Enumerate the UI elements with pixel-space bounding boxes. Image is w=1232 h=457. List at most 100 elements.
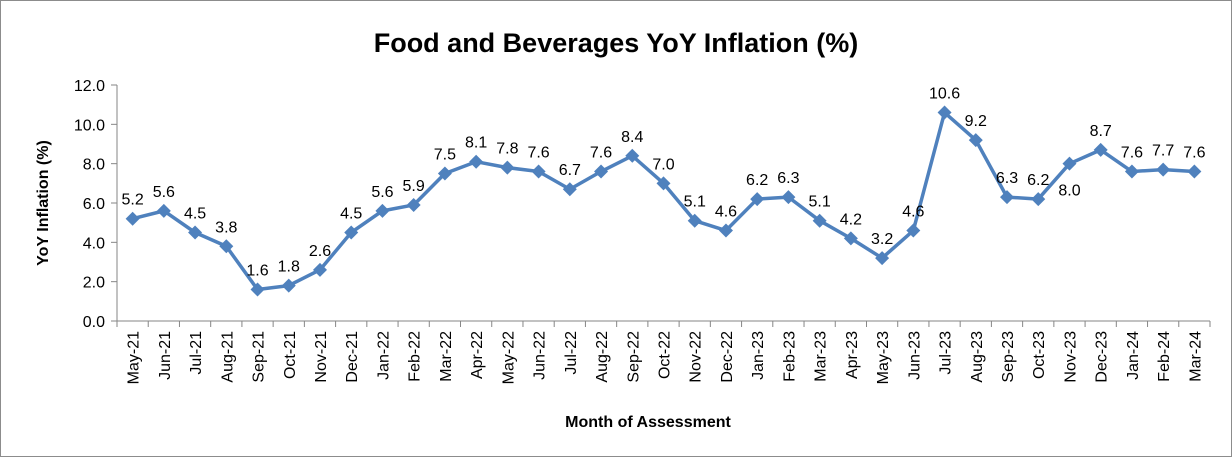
x-tick-label: Jul-23 xyxy=(938,331,955,375)
data-label: 4.6 xyxy=(902,204,924,221)
data-label: 8.1 xyxy=(465,135,487,152)
data-label: 7.7 xyxy=(1152,143,1174,160)
data-point xyxy=(1000,190,1015,205)
x-tick-label: Sep-22 xyxy=(625,331,642,383)
data-label: 5.2 xyxy=(121,192,143,209)
data-label: 5.9 xyxy=(403,178,425,195)
y-tick-label: 4.0 xyxy=(83,235,105,252)
data-point xyxy=(406,197,421,212)
data-label: 7.6 xyxy=(527,145,549,162)
data-label: 7.6 xyxy=(1183,145,1205,162)
y-tick-label: 0.0 xyxy=(83,314,105,331)
y-tick-label: 12.0 xyxy=(74,78,105,95)
data-label: 4.5 xyxy=(184,206,206,223)
data-point xyxy=(437,166,452,181)
data-point xyxy=(687,213,702,228)
data-point xyxy=(750,192,765,207)
data-point xyxy=(1062,156,1077,171)
data-point xyxy=(1156,162,1171,177)
data-point xyxy=(500,160,515,175)
data-point xyxy=(875,251,890,266)
x-tick-label: Dec-23 xyxy=(1094,331,1111,383)
data-label: 5.1 xyxy=(684,194,706,211)
data-label: 1.6 xyxy=(246,263,268,280)
data-label: 7.0 xyxy=(652,156,674,173)
data-point xyxy=(781,190,796,205)
data-point xyxy=(594,164,609,179)
data-point xyxy=(188,225,203,240)
x-tick-label: Aug-23 xyxy=(969,331,986,383)
y-tick-label: 8.0 xyxy=(83,157,105,174)
data-point xyxy=(1124,164,1139,179)
x-tick-label: Apr-23 xyxy=(844,331,861,379)
x-tick-label: May-23 xyxy=(875,331,892,384)
data-point xyxy=(812,213,827,228)
x-tick-label: May-21 xyxy=(126,331,143,384)
y-tick-label: 10.0 xyxy=(74,117,105,134)
x-tick-label: Oct-22 xyxy=(657,331,674,379)
data-label: 1.8 xyxy=(278,259,300,276)
data-point xyxy=(250,282,265,297)
x-tick-label: Nov-21 xyxy=(313,331,330,383)
data-point xyxy=(375,203,390,218)
data-point xyxy=(312,262,327,277)
data-point xyxy=(906,223,921,238)
y-tick-label: 6.0 xyxy=(83,196,105,213)
x-tick-label: Jul-22 xyxy=(563,331,580,375)
data-point xyxy=(1093,142,1108,157)
x-tick-label: Oct-21 xyxy=(282,331,299,379)
data-label: 8.4 xyxy=(621,129,643,146)
data-label: 3.2 xyxy=(871,231,893,248)
data-point xyxy=(1031,192,1046,207)
data-point xyxy=(1187,164,1202,179)
data-label: 6.3 xyxy=(996,170,1018,187)
data-point xyxy=(843,231,858,246)
x-tick-label: Jun-21 xyxy=(157,331,174,380)
data-label: 2.6 xyxy=(309,243,331,260)
y-tick-label: 2.0 xyxy=(83,275,105,292)
data-label: 6.2 xyxy=(746,172,768,189)
data-label: 4.6 xyxy=(715,204,737,221)
data-point xyxy=(937,105,952,120)
data-point xyxy=(968,133,983,148)
data-label: 6.2 xyxy=(1027,172,1049,189)
data-label: 7.6 xyxy=(590,145,612,162)
data-point xyxy=(219,239,234,254)
data-point xyxy=(281,278,296,293)
x-tick-label: Feb-24 xyxy=(1156,331,1173,382)
data-label: 6.3 xyxy=(777,170,799,187)
x-tick-label: Apr-22 xyxy=(469,331,486,379)
data-point xyxy=(469,154,484,169)
data-label: 5.6 xyxy=(153,184,175,201)
data-point xyxy=(344,225,359,240)
data-label: 3.8 xyxy=(215,219,237,236)
x-tick-label: Nov-23 xyxy=(1062,331,1079,383)
x-tick-label: Mar-23 xyxy=(813,331,830,382)
data-point xyxy=(656,176,671,191)
data-label: 7.5 xyxy=(434,147,456,164)
data-point xyxy=(718,223,733,238)
x-tick-label: Jan-23 xyxy=(750,331,767,380)
data-label: 9.2 xyxy=(965,113,987,130)
data-label: 8.0 xyxy=(1058,183,1080,200)
x-tick-label: Jun-22 xyxy=(532,331,549,380)
x-tick-label: Jan-22 xyxy=(375,331,392,380)
data-point xyxy=(625,148,640,163)
x-tick-label: Mar-24 xyxy=(1187,331,1204,382)
x-tick-label: Aug-21 xyxy=(219,331,236,383)
data-label: 6.7 xyxy=(559,162,581,179)
data-label: 4.2 xyxy=(840,211,862,228)
x-tick-label: Dec-22 xyxy=(719,331,736,383)
x-tick-label: May-22 xyxy=(500,331,517,384)
data-point xyxy=(156,203,171,218)
x-tick-label: Mar-22 xyxy=(438,331,455,382)
data-point xyxy=(125,211,140,226)
x-tick-label: Sep-23 xyxy=(1000,331,1017,383)
x-tick-label: Sep-21 xyxy=(251,331,268,383)
data-label: 8.7 xyxy=(1090,123,1112,140)
y-axis-title: YoY Inflation (%) xyxy=(35,140,52,266)
data-label: 5.1 xyxy=(809,194,831,211)
